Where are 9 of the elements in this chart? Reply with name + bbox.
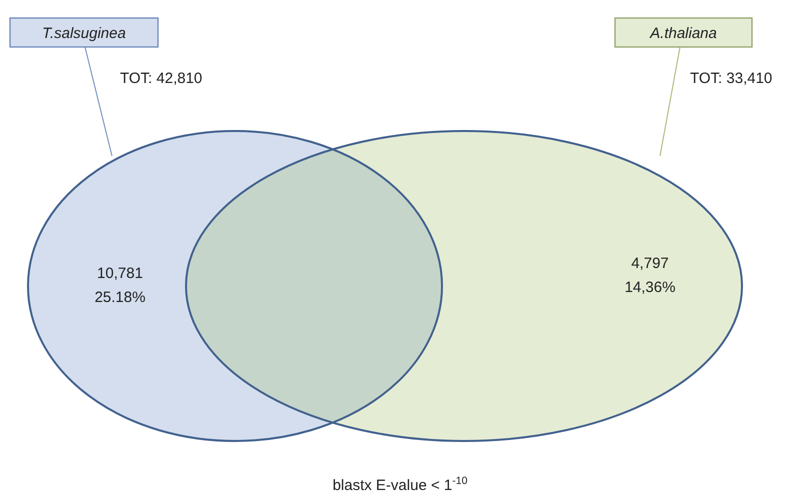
category-label: T.salsuginea xyxy=(42,25,126,42)
text: 14,36% xyxy=(624,279,676,296)
text: 25.18% xyxy=(94,289,146,306)
text: TOT: 33,410 xyxy=(690,70,772,87)
category-label: A.thaliana xyxy=(649,25,717,42)
text: blastx E-value < 1$^{-10}$ xyxy=(332,475,468,494)
text: TOT: 42,810 xyxy=(120,70,202,87)
data-label: 10,781 xyxy=(97,265,143,282)
data-label: 4,797 xyxy=(631,255,669,272)
